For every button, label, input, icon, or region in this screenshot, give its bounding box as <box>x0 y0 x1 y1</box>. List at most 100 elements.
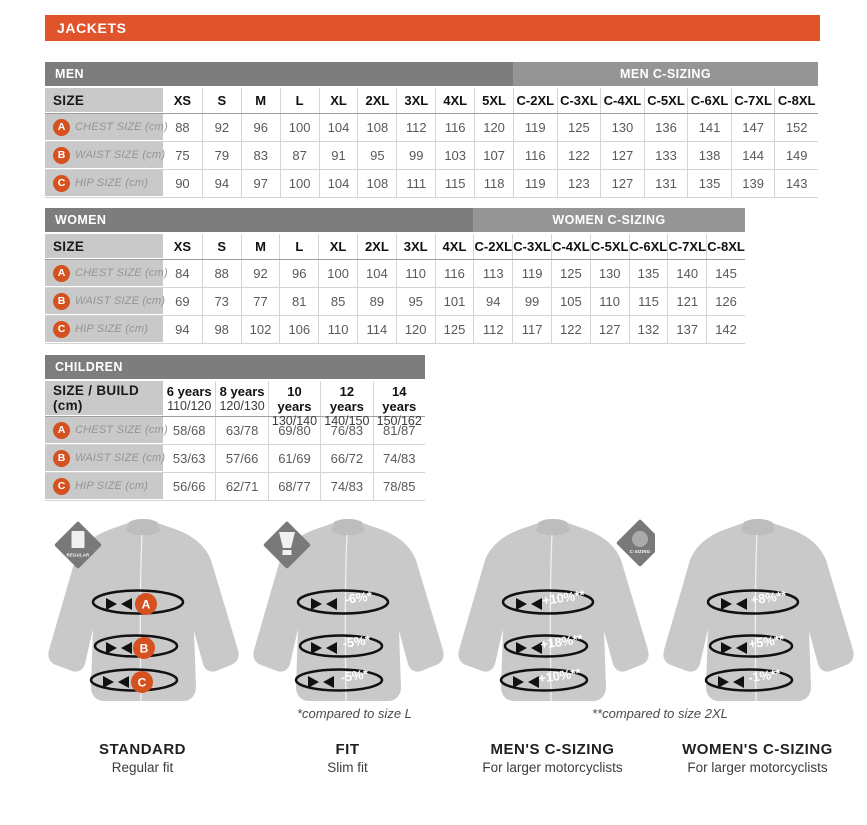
size-value: 92 <box>240 260 280 287</box>
measurement-row: C HIP SIZE (cm) 94 98 102 106 110 114 120 125 112 1… <box>45 316 745 344</box>
size-value: 81/87 <box>372 417 425 444</box>
row-label: CHEST SIZE (cm) <box>75 267 168 279</box>
column-header: C-6XL <box>687 88 731 113</box>
hip-measure-band: +10%** <box>499 665 589 692</box>
column-header: C-4XL <box>600 88 644 113</box>
hip-measure-band: C <box>89 668 179 693</box>
caption-subtitle: For larger motorcyclists <box>687 760 828 775</box>
svg-text:+5%**: +5%** <box>748 631 786 651</box>
size-value: 85 <box>318 288 357 315</box>
size-value: 131 <box>643 170 688 197</box>
size-value: 96 <box>240 114 280 141</box>
size-value: 91 <box>318 142 358 169</box>
chest-measure-band: +8%** <box>706 587 800 615</box>
measure-marker-icon: C <box>53 174 70 192</box>
column-header: S <box>201 88 241 113</box>
marker-b <box>133 637 155 659</box>
size-value: 126 <box>706 288 745 315</box>
column-header: XL <box>318 234 357 259</box>
measure-marker-icon: C <box>53 477 70 495</box>
row-label-cell: A CHEST SIZE (cm) <box>45 114 168 141</box>
size-value: 102 <box>240 316 280 343</box>
women-csizing-group-label: WOMEN C-SIZING <box>473 208 745 232</box>
caption-standard: STANDARD Regular fit <box>40 741 245 775</box>
size-value: 74/83 <box>372 445 425 472</box>
size-value: 135 <box>628 260 668 287</box>
measurement-row: A CHEST SIZE (cm) 88 92 96 100 104 108 112 116 120… <box>45 114 818 142</box>
caption-mens-csizing: MEN'S C-SIZING For larger motorcyclists <box>450 741 655 775</box>
column-header: C-6XL <box>628 234 668 259</box>
caption-title: MEN'S C-SIZING <box>490 741 615 758</box>
size-value: 122 <box>550 316 590 343</box>
men-column-header-row: SIZE XS S M L XL 2XL 3XL 4XL 5XL C-2XL C-3XL C-4XL C… <box>45 88 818 114</box>
column-header: L <box>279 88 319 113</box>
children-size-table: CHILDREN SIZE / BUILD (cm) 6 years 110/12… <box>45 355 425 501</box>
regular-fit-badge-icon: REGULAR <box>54 521 102 569</box>
svg-text:-1%**: -1%** <box>747 666 782 685</box>
size-value: 149 <box>774 142 818 169</box>
size-value: 115 <box>628 288 668 315</box>
men-csizing-group-label: MEN C-SIZING <box>513 62 818 86</box>
size-value: 118 <box>474 170 513 197</box>
children-column-header-row: SIZE / BUILD (cm) 6 years 110/120 8 years 1… <box>45 381 425 428</box>
csizing-badge-icon: C-SIZING <box>616 519 664 567</box>
measure-marker-icon: A <box>53 118 70 136</box>
zipper-line <box>549 534 553 702</box>
page-title: JACKETS <box>45 15 820 41</box>
measure-marker-icon: B <box>53 146 70 164</box>
measurement-row: C HIP SIZE (cm) 56/66 62/71 68/77 74/83 78/85 <box>45 473 425 501</box>
size-value: 119 <box>512 260 551 287</box>
size-value: 100 <box>279 114 319 141</box>
size-value: 53/63 <box>172 451 206 466</box>
caption-title: STANDARD <box>98 741 187 758</box>
size-value: 90 <box>175 176 190 191</box>
measurement-row: C HIP SIZE (cm) 90 94 97 100 104 108 111 115 118 11… <box>45 170 818 198</box>
women-group-header-row: WOMEN WOMEN C-SIZING <box>45 208 745 234</box>
size-value: 100 <box>279 170 319 197</box>
size-value: 96 <box>279 260 318 287</box>
column-header: C-4XL <box>550 234 590 259</box>
size-value: 108 <box>357 114 396 141</box>
jacket-silhouette <box>663 519 854 701</box>
row-label: CHEST SIZE (cm) <box>75 424 168 436</box>
row-label-cell: B WAIST SIZE (cm) <box>45 445 165 472</box>
column-header: C-5XL <box>643 88 688 113</box>
size-value: 127 <box>589 316 629 343</box>
column-header: 5XL <box>474 88 513 113</box>
size-value: 140 <box>667 260 706 287</box>
caption-subtitle: Regular fit <box>111 760 174 775</box>
size-value: 125 <box>434 316 474 343</box>
caption-subtitle: Slim fit <box>327 760 368 775</box>
svg-text:C: C <box>138 676 147 690</box>
size-value: 108 <box>357 170 396 197</box>
size-value: 120 <box>395 316 435 343</box>
row-label-cell: C HIP SIZE (cm) <box>45 170 163 197</box>
size-value: 98 <box>201 316 241 343</box>
size-value: 95 <box>357 142 396 169</box>
size-value: 122 <box>556 142 601 169</box>
diagram-slim-fit: -6%* -5%* -5%* <box>245 515 450 710</box>
size-value: 101 <box>434 288 474 315</box>
column-header: 3XL <box>395 234 435 259</box>
column-header: XS <box>173 239 192 254</box>
size-value: 106 <box>279 316 318 343</box>
footnote-size-2xl: **compared to size 2XL <box>592 706 728 721</box>
size-value: 75 <box>175 148 190 163</box>
column-header: 6 years 110/120 <box>166 384 212 413</box>
size-value: 99 <box>512 288 551 315</box>
size-value: 88 <box>201 260 241 287</box>
size-value: 69 <box>175 294 190 309</box>
size-value: 77 <box>240 288 280 315</box>
size-value: 141 <box>687 114 731 141</box>
size-value: 63/78 <box>215 417 267 444</box>
size-value: 94 <box>175 322 190 337</box>
row-label: CHEST SIZE (cm) <box>75 121 168 133</box>
column-header: 4XL <box>434 234 474 259</box>
size-value: 62/71 <box>215 473 267 500</box>
size-value: 89 <box>356 288 396 315</box>
measure-marker-icon: B <box>53 292 70 310</box>
svg-text:REGULAR: REGULAR <box>67 553 90 558</box>
size-value: 107 <box>474 142 513 169</box>
size-value: 94 <box>473 288 512 315</box>
jacket-silhouette <box>253 519 444 701</box>
